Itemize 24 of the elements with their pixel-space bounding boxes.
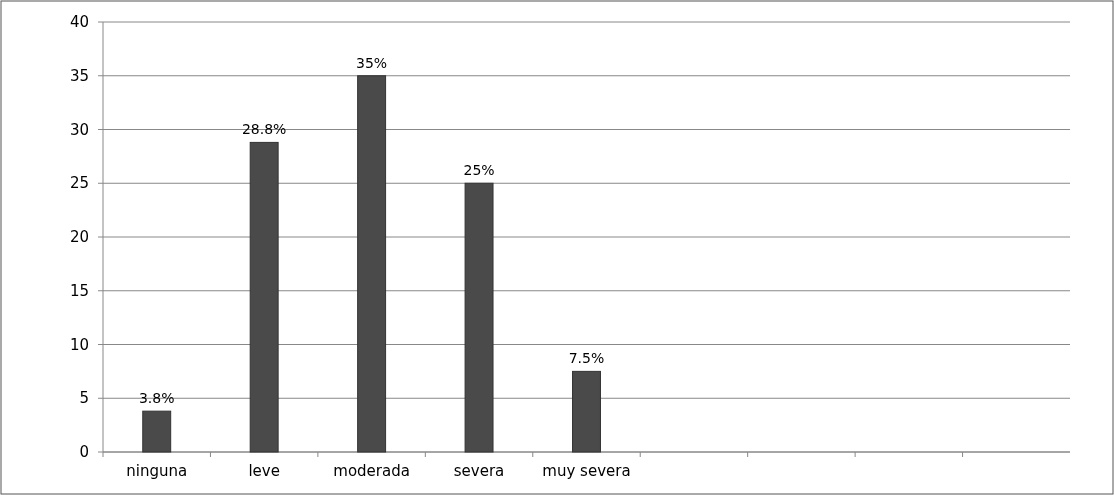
x-tick-label: ninguna bbox=[126, 462, 188, 480]
y-tick-label: 25 bbox=[69, 174, 89, 193]
bar bbox=[142, 410, 172, 453]
y-tick-label: 15 bbox=[69, 281, 89, 300]
data-label: 25% bbox=[463, 162, 495, 179]
x-tick-label: muy severa bbox=[542, 462, 631, 480]
data-label: 35% bbox=[356, 54, 388, 71]
bar bbox=[464, 182, 494, 453]
x-tick-label: leve bbox=[248, 462, 280, 480]
x-tick-label: severa bbox=[453, 462, 505, 480]
data-label: 3.8% bbox=[138, 390, 175, 407]
data-label: 28.8% bbox=[241, 121, 287, 138]
data-label: 7.5% bbox=[568, 350, 605, 367]
bar bbox=[357, 75, 387, 453]
x-tick-label: moderada bbox=[333, 462, 410, 480]
y-tick-label: 30 bbox=[69, 120, 89, 139]
y-tick-label: 10 bbox=[69, 335, 89, 354]
y-tick-label: 20 bbox=[69, 228, 89, 246]
bar bbox=[572, 370, 601, 453]
y-tick-label: 5 bbox=[79, 389, 89, 408]
y-tick-label: 40 bbox=[69, 13, 89, 31]
y-tick-label: 35 bbox=[69, 66, 89, 85]
bar bbox=[249, 141, 279, 453]
y-tick-label: 0 bbox=[79, 443, 89, 461]
